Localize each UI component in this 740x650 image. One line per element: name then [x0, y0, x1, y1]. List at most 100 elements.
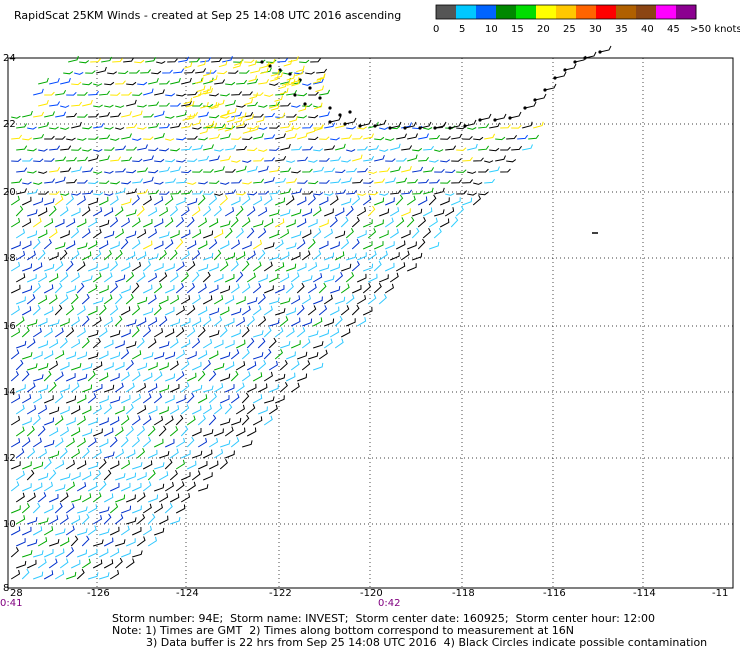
wind-barb: [324, 122, 336, 129]
wind-barb: [33, 197, 44, 206]
wind-barb: [125, 271, 135, 283]
wind-barb: [103, 469, 112, 481]
wind-barb: [308, 91, 319, 96]
legend-tick-label: 15: [511, 24, 524, 35]
wind-barb: [295, 69, 304, 76]
wind-barb: [76, 305, 86, 316]
wind-barb: [599, 45, 612, 53]
wind-barb: [10, 370, 19, 382]
wind-barb: [88, 91, 99, 96]
wind-barb: [296, 239, 306, 250]
wind-barb: [170, 517, 181, 525]
wind-barb: [136, 205, 145, 217]
wind-barb: [263, 218, 274, 228]
wind-barb: [104, 384, 115, 393]
wind-barb: [401, 145, 413, 151]
wind-barb: [192, 119, 201, 126]
wind-barb: [224, 206, 235, 217]
wind-barb: [334, 315, 343, 327]
wind-barb: [316, 68, 328, 74]
wind-barb: [26, 294, 36, 305]
wind-barb: [48, 558, 58, 569]
wind-barb: [231, 159, 241, 163]
wind-barb: [214, 363, 225, 371]
wind-barb: [257, 293, 266, 305]
latitude-label: 10: [3, 519, 16, 530]
wind-barb: [319, 329, 330, 338]
wind-barb: [451, 133, 463, 140]
wind-barb: [183, 97, 193, 105]
wind-barb: [247, 147, 258, 152]
wind-barb: [99, 528, 110, 536]
wind-barb: [165, 178, 177, 184]
wind-barb: [473, 182, 483, 185]
wind-barb: [99, 155, 110, 162]
wind-barb: [110, 112, 122, 118]
wind-barb: [44, 178, 56, 184]
wind-barb: [195, 77, 204, 84]
wind-barb: [109, 416, 120, 426]
wind-barb: [175, 327, 185, 338]
wind-barb: [180, 382, 190, 393]
wind-barb: [412, 148, 423, 152]
wind-barb: [301, 229, 312, 239]
wind-barb: [22, 417, 32, 426]
wind-barb: [15, 538, 26, 547]
wind-barb: [22, 285, 33, 294]
wind-barb: [319, 111, 330, 118]
wind-barb: [110, 181, 121, 185]
wind-barb: [159, 341, 170, 349]
wind-barb: [202, 359, 211, 371]
wind-barb: [324, 192, 334, 196]
wind-barb: [214, 99, 225, 107]
wind-barb: [87, 548, 98, 558]
wind-barb: [93, 192, 104, 196]
wind-barb: [180, 404, 190, 415]
wind-barb: [362, 282, 372, 294]
wind-barb: [21, 240, 32, 250]
wind-barb: [132, 550, 143, 558]
wind-barb: [258, 165, 269, 173]
wind-barb: [281, 79, 291, 86]
contamination-circle: [598, 50, 602, 54]
wind-barb: [186, 415, 196, 426]
wind-barb: [313, 341, 324, 349]
wind-barb: [246, 315, 255, 327]
wind-barb: [434, 121, 447, 129]
legend-swatch: [476, 5, 497, 19]
wind-barb: [158, 272, 168, 283]
wind-barb: [462, 157, 473, 162]
wind-barb: [115, 274, 126, 283]
wind-barb: [104, 230, 115, 239]
wind-barb: [90, 58, 101, 63]
time-label-center: 0:42: [378, 598, 401, 609]
contamination-circle: [553, 76, 557, 80]
wind-barb: [192, 384, 203, 393]
wind-barb: [125, 558, 135, 569]
legend-swatch: [436, 5, 457, 19]
wind-barb: [92, 469, 102, 481]
wind-barb: [302, 83, 312, 86]
wind-barb: [43, 327, 53, 338]
wind-barb: [164, 217, 174, 228]
wind-barb: [38, 190, 49, 195]
wind-barb: [104, 193, 114, 196]
wind-barb: [407, 154, 418, 162]
wind-barb: [192, 102, 203, 107]
wind-barb: [263, 415, 273, 426]
wind-barb: [395, 240, 406, 250]
wind-barb: [81, 471, 92, 481]
wind-barb: [274, 72, 283, 79]
wind-barb: [202, 85, 212, 93]
wind-barb: [345, 271, 355, 283]
wind-barb: [330, 241, 340, 250]
wind-barb: [115, 539, 126, 547]
wind-barb: [195, 68, 207, 74]
wind-barb: [301, 360, 311, 371]
wind-barb: [285, 282, 294, 294]
wind-barb: [197, 394, 208, 404]
wind-barb: [54, 437, 64, 448]
wind-barb: [290, 317, 301, 327]
wind-barb: [186, 282, 196, 294]
wind-barb: [473, 157, 484, 162]
